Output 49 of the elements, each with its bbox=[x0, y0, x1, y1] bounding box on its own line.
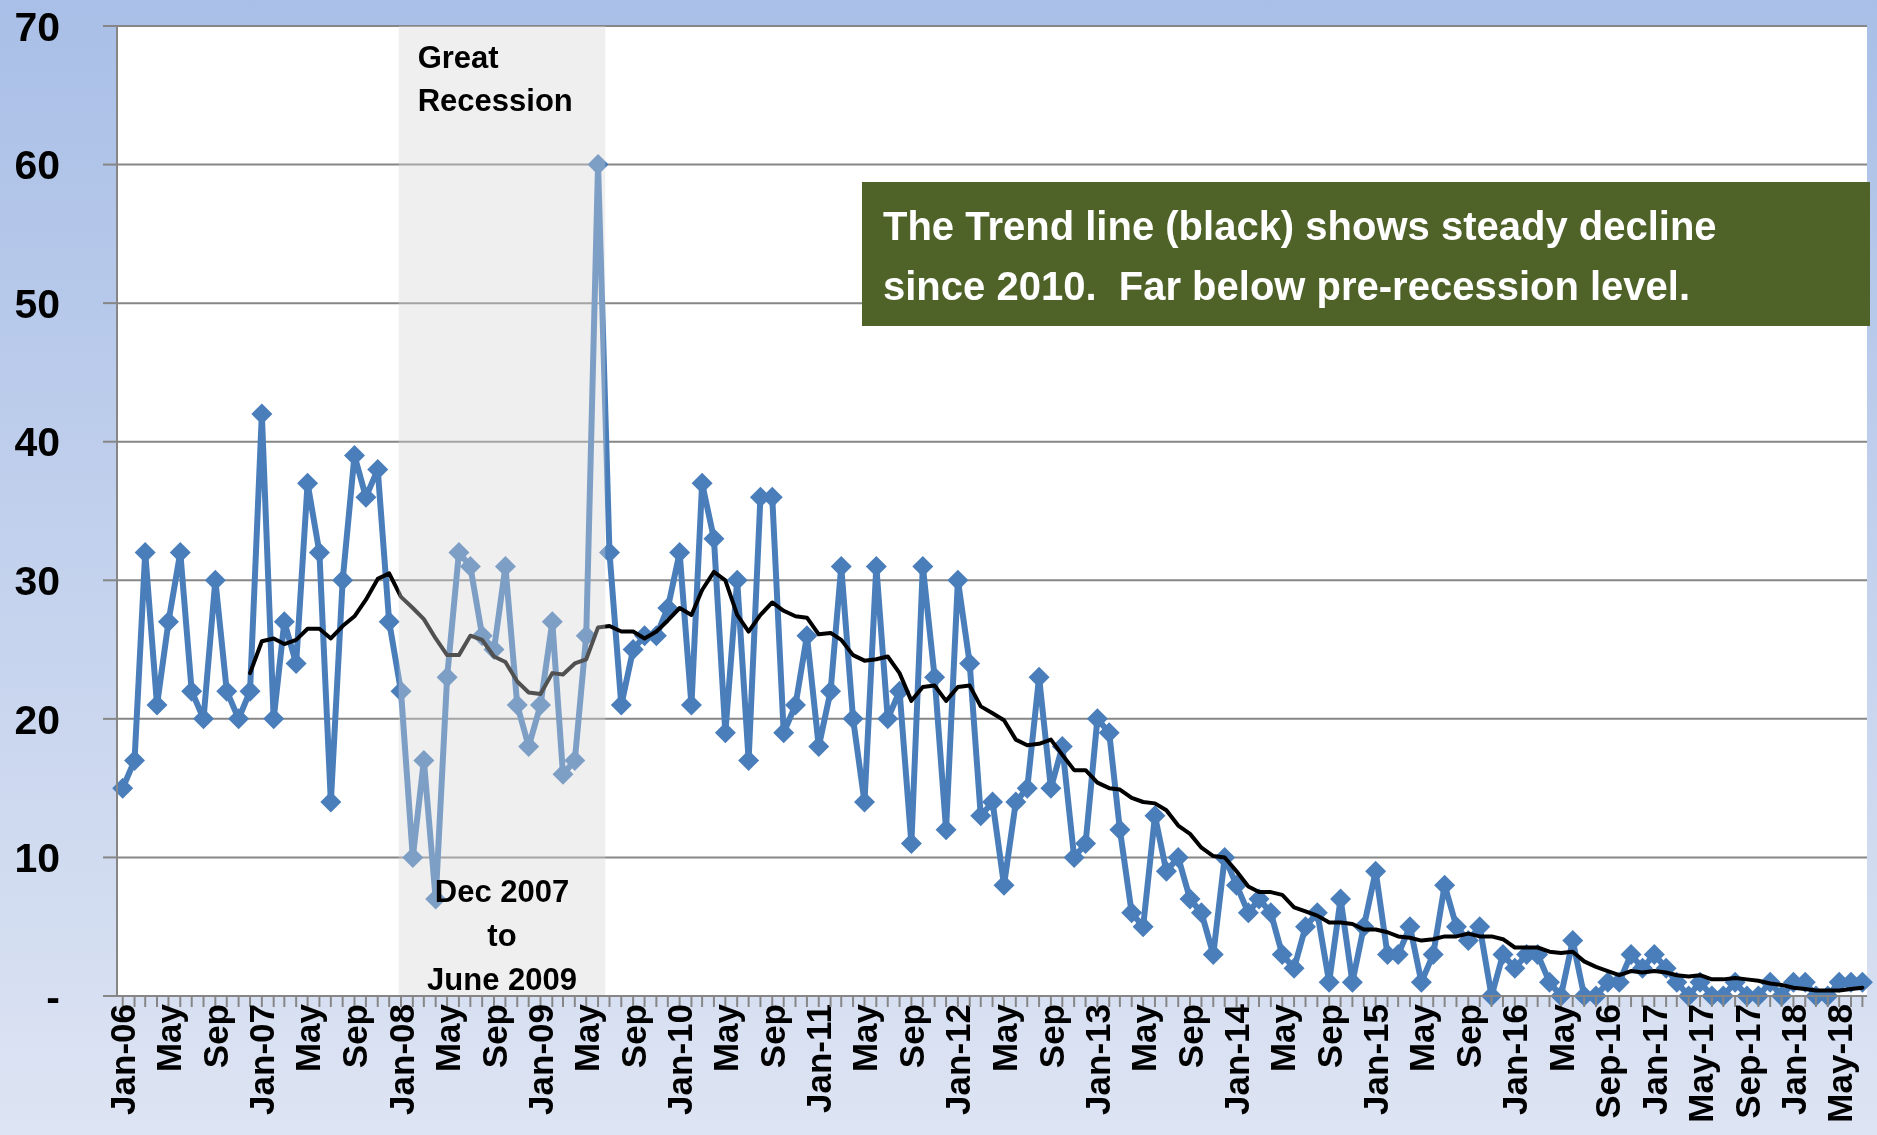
y-tick-label: 60 bbox=[14, 142, 60, 189]
x-tick-label: May bbox=[1402, 1003, 1441, 1073]
x-tick-label: May-18 bbox=[1819, 1004, 1859, 1123]
x-tick-label: Jan-09 bbox=[521, 1004, 561, 1115]
x-tick-label: Sep bbox=[891, 1004, 931, 1069]
y-tick-label: 20 bbox=[14, 696, 60, 743]
x-tick-label: May bbox=[566, 1003, 606, 1073]
x-tick-label: Sep bbox=[1309, 1004, 1349, 1069]
annotation: Dec 2007 to June 2009 bbox=[427, 874, 577, 998]
x-tick-label: Sep-17 bbox=[1727, 1004, 1767, 1119]
y-tick-label: 30 bbox=[14, 558, 60, 605]
y-tick-label: 10 bbox=[14, 835, 60, 882]
x-tick-label: Sep bbox=[474, 1004, 514, 1069]
x-tick-label: May bbox=[1123, 1003, 1163, 1073]
x-tick-label: Sep-16 bbox=[1588, 1004, 1628, 1119]
x-tick-label: May bbox=[845, 1003, 885, 1073]
x-tick-label: Jan-17 bbox=[1634, 1004, 1674, 1115]
x-tick-label: Sep bbox=[613, 1004, 653, 1069]
x-tick-label: Jan-14 bbox=[1217, 1003, 1257, 1115]
x-tick-label: Sep bbox=[195, 1004, 235, 1069]
x-tick-label: May bbox=[984, 1003, 1024, 1073]
x-tick-label: May bbox=[1541, 1003, 1581, 1073]
x-tick-label: May bbox=[427, 1003, 467, 1073]
x-tick-label: Sep bbox=[335, 1004, 375, 1069]
x-tick-label: Jan-06 bbox=[103, 1004, 143, 1115]
annotation: The Trend line (black) shows steady decline since 2010. Far below pre-recession level. bbox=[883, 204, 1717, 308]
x-tick-label: May bbox=[149, 1003, 189, 1073]
x-tick-label: Sep bbox=[1448, 1004, 1488, 1069]
x-tick-label: Jan-10 bbox=[660, 1004, 700, 1115]
x-tick-label: May bbox=[1262, 1003, 1302, 1073]
x-tick-label: Jan-15 bbox=[1356, 1004, 1396, 1115]
x-tick-label: Jan-07 bbox=[242, 1004, 282, 1115]
y-tick-label: 40 bbox=[14, 419, 60, 466]
x-tick-label: May bbox=[705, 1003, 745, 1073]
x-tick-label: Jan-12 bbox=[938, 1004, 978, 1115]
x-tick-label: Jan-11 bbox=[799, 1004, 839, 1113]
x-tick-label: Jan-08 bbox=[381, 1004, 421, 1115]
x-tick-label: Jan-18 bbox=[1774, 1004, 1814, 1115]
y-tick-label: - bbox=[46, 973, 60, 1020]
x-tick-label: Jan-16 bbox=[1495, 1004, 1535, 1115]
x-tick-label: Sep bbox=[1031, 1004, 1071, 1069]
y-tick-label: 50 bbox=[14, 280, 60, 327]
x-tick-label: Sep bbox=[752, 1004, 792, 1069]
x-tick-label: May bbox=[288, 1003, 328, 1073]
y-tick-label: 70 bbox=[14, 3, 60, 50]
x-tick-label: Jan-13 bbox=[1078, 1004, 1117, 1115]
x-tick-label: May-17 bbox=[1680, 1004, 1720, 1123]
band-label: Great Recession bbox=[417, 40, 573, 118]
x-tick-label: Sep bbox=[1170, 1004, 1210, 1069]
